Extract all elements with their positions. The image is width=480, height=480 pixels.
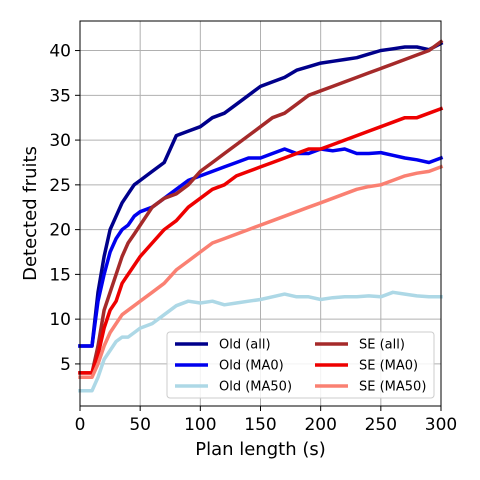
x-tick-label: 250 bbox=[365, 415, 397, 435]
legend-item: Old (MA50) bbox=[175, 380, 292, 395]
series-line-1 bbox=[78, 147, 444, 348]
y-tick-label: 20 bbox=[49, 221, 71, 241]
series-line-3 bbox=[78, 39, 444, 375]
legend-box bbox=[166, 331, 435, 399]
y-tick-label: 15 bbox=[49, 265, 71, 285]
y-axis-ticks: 5 10 15 20 25 30 35 40 bbox=[49, 42, 80, 375]
grid-lines bbox=[79, 21, 442, 406]
legend: Old (all) Old (MA0) Old (MA50) SE (all) SE (… bbox=[166, 331, 435, 399]
legend-label: SE (all) bbox=[359, 338, 405, 353]
x-tick-label: 50 bbox=[129, 415, 151, 435]
legend-label: SE (MA0) bbox=[359, 359, 418, 374]
legend-item: SE (MA50) bbox=[315, 380, 426, 395]
x-tick-label: 300 bbox=[425, 415, 457, 435]
y-tick-label: 5 bbox=[60, 355, 71, 375]
y-tick-label: 35 bbox=[49, 86, 71, 106]
y-tick-label: 40 bbox=[49, 42, 71, 62]
y-axis-label: Detected fruits bbox=[20, 146, 41, 281]
y-tick-label: 30 bbox=[49, 131, 71, 151]
x-axis-ticks: 0 50 100 150 200 250 300 bbox=[75, 406, 457, 435]
x-tick-label: 100 bbox=[184, 415, 216, 435]
legend-label: Old (MA50) bbox=[219, 380, 292, 395]
legend-label: SE (MA50) bbox=[359, 380, 426, 395]
legend-item: Old (all) bbox=[175, 338, 271, 353]
y-tick-label: 25 bbox=[49, 176, 71, 196]
series-line-4 bbox=[78, 106, 444, 375]
x-axis-label: Plan length (s) bbox=[195, 439, 326, 460]
x-tick-label: 200 bbox=[304, 415, 336, 435]
legend-item: SE (MA0) bbox=[315, 359, 418, 374]
legend-item: Old (MA0) bbox=[175, 359, 284, 374]
x-tick-label: 0 bbox=[75, 415, 86, 435]
x-tick-label: 150 bbox=[244, 415, 276, 435]
series-lines bbox=[78, 39, 444, 393]
y-tick-label: 10 bbox=[49, 310, 71, 330]
legend-label: Old (all) bbox=[219, 338, 271, 353]
series-line-2 bbox=[78, 290, 443, 393]
legend-label: Old (MA0) bbox=[219, 359, 284, 374]
series-line-5 bbox=[78, 164, 444, 380]
series-line-0 bbox=[78, 41, 444, 348]
legend-item: SE (all) bbox=[315, 338, 405, 353]
